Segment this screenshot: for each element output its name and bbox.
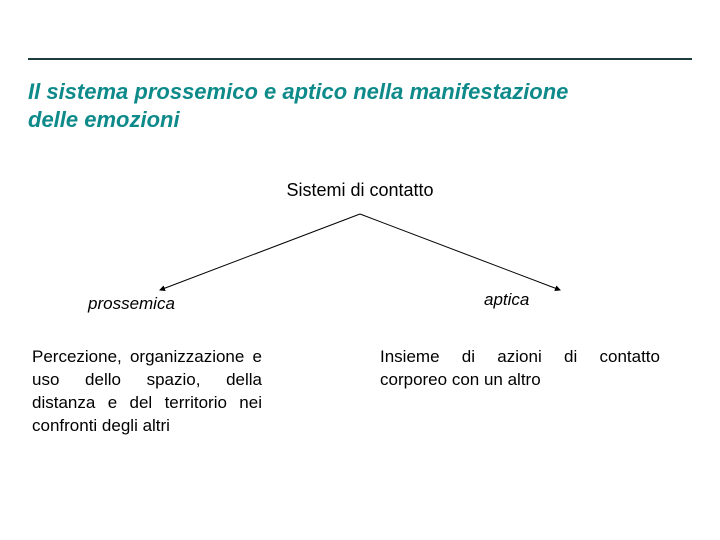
arrow-left (160, 214, 360, 290)
branch-right-body: Insieme di azioni di contatto corporeo c… (380, 346, 660, 392)
branch-left-label: prossemica (88, 294, 175, 314)
arrow-right (360, 214, 560, 290)
branch-left-body: Percezione, organizzazione e uso dello s… (32, 346, 262, 438)
slide: Il sistema prossemico e aptico nella man… (0, 0, 720, 540)
branch-right-label: aptica (484, 290, 529, 310)
diagram-root-label: Sistemi di contatto (0, 180, 720, 201)
header-rule (28, 58, 692, 60)
slide-title: Il sistema prossemico e aptico nella man… (28, 78, 588, 133)
branch-arrows (0, 208, 720, 298)
